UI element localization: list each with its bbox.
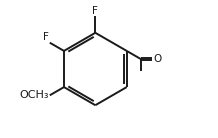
Text: O: O [153, 54, 162, 64]
Text: F: F [43, 32, 49, 42]
Text: F: F [92, 6, 98, 16]
Text: OCH₃: OCH₃ [19, 90, 49, 100]
